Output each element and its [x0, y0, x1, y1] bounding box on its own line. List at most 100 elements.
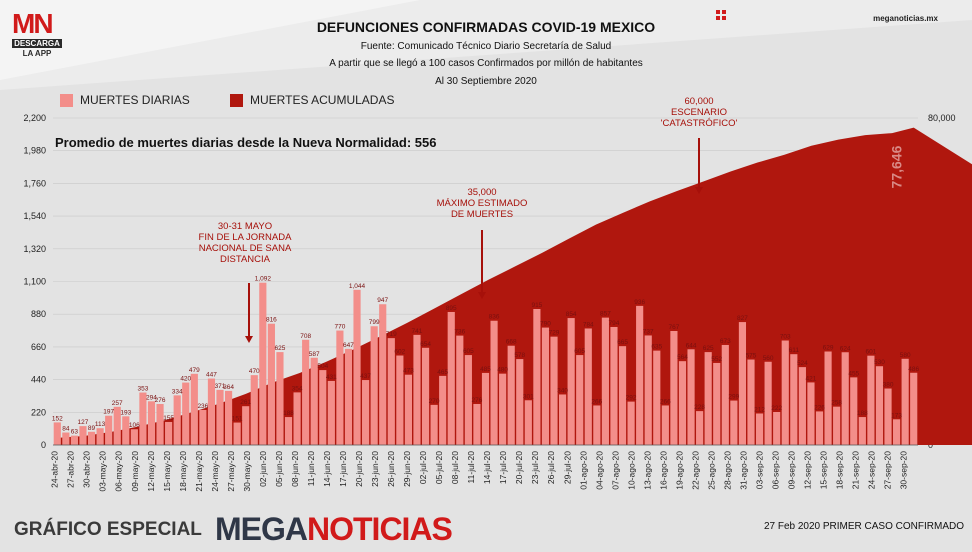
bar-value-label: 827 — [737, 315, 748, 322]
bar-value-label: 915 — [531, 302, 542, 309]
x-tick-label: 24-sep-20 — [867, 451, 877, 490]
x-tick-label: 30-sep-20 — [899, 451, 909, 490]
bar-value-label: 560 — [763, 355, 774, 362]
x-tick-label: 21-sep-20 — [851, 451, 861, 490]
x-tick-label: 27-abr-20 — [66, 451, 76, 488]
bar-value-label: 486 — [908, 366, 919, 373]
bar-value-label: 431 — [326, 374, 337, 381]
footer-brand[interactable]: MEGANOTICIAS — [215, 511, 453, 548]
daily-bar — [841, 352, 849, 445]
annotation-text: MÁXIMO ESTIMADO — [437, 198, 528, 209]
annotation-text: 'CATASTRÓFICO' — [661, 118, 738, 129]
daily-bar — [353, 289, 361, 445]
chart-source: Fuente: Comunicado Técnico Diario Secret… — [360, 41, 612, 52]
daily-bar — [173, 395, 181, 445]
daily-bar — [387, 338, 395, 445]
daily-bar — [336, 330, 344, 445]
daily-bar — [473, 403, 481, 445]
bar-value-label: 228 — [694, 404, 705, 411]
daily-bar — [524, 400, 532, 445]
daily-bar — [207, 378, 216, 445]
x-tick-label: 28-ago-20 — [722, 451, 732, 490]
x-tick-label: 03-sep-20 — [754, 451, 764, 490]
bar-value-label: 524 — [797, 360, 808, 367]
daily-bar — [439, 375, 447, 445]
daily-bar — [319, 370, 327, 445]
daily-bar — [156, 403, 164, 445]
bar-value-label: 127 — [78, 419, 89, 426]
x-tick-label: 20-jul-20 — [514, 451, 524, 484]
daily-bar — [755, 413, 764, 445]
daily-bar — [558, 394, 567, 445]
bar-value-label: 767 — [668, 324, 679, 331]
daily-bar — [516, 359, 524, 445]
logo-app-label: LA APP — [22, 49, 52, 58]
daily-bar — [713, 362, 721, 445]
footer-first-case: 27 Feb 2020 PRIMER CASO CONFIRMADO — [763, 521, 964, 532]
x-tick-label: 14-jul-20 — [482, 451, 492, 484]
logo[interactable]: MN DESCARGA LA APP — [12, 10, 62, 58]
bar-value-label: 480 — [497, 367, 508, 374]
annotation-text: 30-31 MAYO — [218, 221, 272, 232]
bar-value-label: 854 — [566, 311, 577, 318]
average-text: Promedio de muertes diarias desde la Nue… — [55, 135, 437, 150]
bar-value-label: 266 — [660, 398, 671, 405]
x-tick-label: 21-may-20 — [194, 451, 204, 492]
bar-value-label: 465 — [437, 369, 448, 376]
bar-value-label: 936 — [634, 299, 645, 306]
bar-value-label: 294 — [146, 394, 157, 401]
bar-value-label: 106 — [129, 422, 140, 429]
daily-bar — [884, 388, 892, 445]
bar-value-label: 564 — [677, 354, 688, 361]
daily-bar — [636, 305, 644, 445]
bar-value-label: 578 — [514, 352, 525, 359]
daily-bar — [704, 352, 712, 445]
y-left-tick-label: 440 — [31, 375, 46, 385]
bar-value-label: 270 — [429, 398, 440, 405]
bar-value-label: 364 — [223, 384, 234, 391]
daily-bar — [678, 361, 687, 445]
bar-value-label: 222 — [771, 405, 782, 412]
bar-value-label: 334 — [172, 388, 183, 395]
x-tick-label: 20-jun-20 — [354, 451, 364, 487]
x-tick-label: 01-ago-20 — [578, 451, 588, 490]
daily-bar — [773, 412, 781, 445]
bar-value-label: 89 — [88, 425, 96, 432]
bar-value-label: 644 — [686, 342, 697, 349]
legend-cumulative-swatch — [230, 93, 243, 107]
bar-value-label: 455 — [848, 370, 859, 377]
daily-bar — [310, 357, 318, 445]
daily-bar — [302, 339, 310, 445]
daily-bar — [850, 377, 858, 445]
bar-value-label: 197 — [103, 409, 114, 416]
bar-value-label: 816 — [266, 317, 277, 324]
bar-value-label: 470 — [249, 368, 260, 375]
daily-bar — [661, 405, 669, 445]
bar-value-label: 625 — [703, 345, 714, 352]
daily-bar — [233, 422, 241, 445]
logo-download-label: DESCARGA — [12, 39, 62, 48]
bar-value-label: 1,044 — [349, 283, 366, 290]
x-tick-label: 29-jul-20 — [562, 451, 572, 484]
bar-value-label: 668 — [506, 339, 517, 346]
bar-value-label: 155 — [163, 415, 174, 422]
site-url[interactable]: meganoticias.mx — [873, 14, 938, 23]
daily-bar — [507, 345, 515, 445]
x-tick-label: 07-ago-20 — [610, 451, 620, 490]
daily-bar — [79, 426, 87, 445]
daily-bar — [781, 340, 789, 445]
daily-bar — [421, 347, 430, 445]
bar-value-label: 371 — [215, 383, 226, 390]
bar-value-label: 552 — [711, 356, 722, 363]
y-left-tick-label: 220 — [31, 407, 46, 417]
bar-value-label: 353 — [137, 386, 148, 393]
bar-value-label: 741 — [412, 328, 423, 335]
daily-bar — [147, 401, 156, 445]
x-tick-label: 22-ago-20 — [690, 451, 700, 490]
bar-value-label: 261 — [240, 399, 251, 406]
bar-value-label: 737 — [643, 328, 654, 335]
daily-bar — [267, 323, 275, 445]
bar-value-label: 857 — [600, 311, 611, 318]
daily-bar — [396, 355, 404, 445]
daily-bar — [790, 354, 798, 445]
